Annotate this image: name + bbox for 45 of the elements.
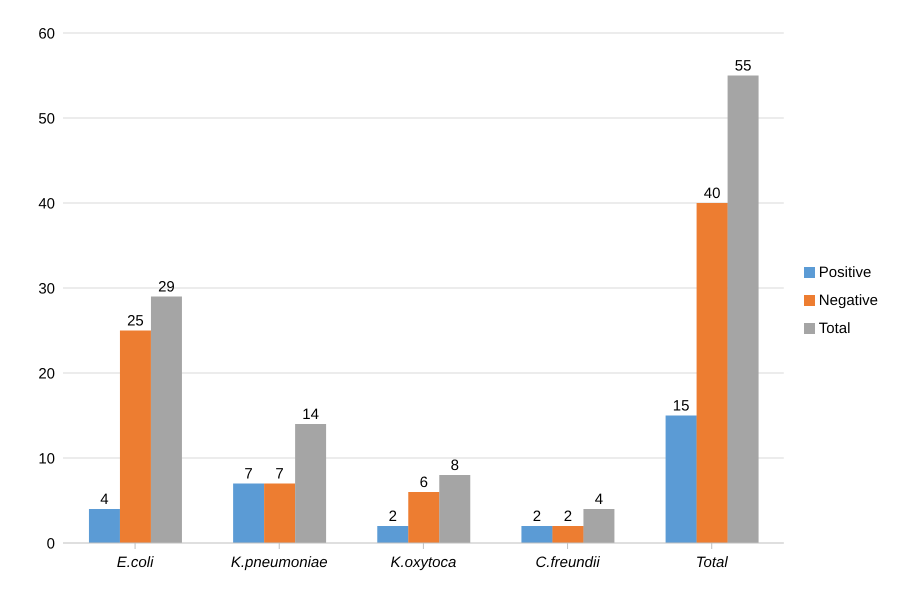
bar [583,509,614,543]
data-label: 2 [532,508,542,525]
bar [552,526,584,543]
y-tick-label: 30 [38,280,55,298]
bar [521,526,552,543]
data-label: 29 [158,278,175,296]
data-label: 6 [420,474,428,491]
data-label: 14 [302,406,319,423]
bar [377,526,408,543]
bar [728,76,759,543]
bar [295,424,326,543]
legend-label: Positive [818,264,872,280]
bar [233,484,264,543]
y-tick-label: 0 [46,535,55,552]
bar [120,330,151,543]
x-tick-label: K.oxytoca [390,554,456,571]
y-tick-label: 20 [38,365,55,382]
legend-label: Total [818,320,850,336]
data-label: 40 [704,185,720,202]
y-tick-label: 40 [38,195,55,212]
data-label: 55 [734,58,752,74]
data-label: 15 [672,398,690,414]
data-label: 4 [594,491,604,508]
bar [264,484,296,543]
data-label: 8 [450,457,459,474]
data-label: 7 [244,466,253,482]
y-tick-label: 50 [38,110,55,128]
data-label: 2 [388,508,397,525]
legend-label: Negative [818,292,878,308]
bar [150,296,182,543]
x-tick-label: Total [696,554,728,571]
data-label: 2 [564,508,572,525]
bar [696,203,728,543]
y-tick-label: 60 [38,25,55,42]
x-tick-label: C.freundii [535,554,600,571]
bar [666,416,697,543]
data-label: 25 [127,312,144,330]
data-label: 4 [100,491,109,508]
y-tick-label: 10 [38,450,55,468]
x-tick-label: K.pneumoniae [230,554,328,571]
bar [439,475,470,543]
data-label: 7 [275,466,284,482]
x-tick-label: E.coli [116,554,154,571]
bar [88,509,120,543]
bar [408,492,440,543]
